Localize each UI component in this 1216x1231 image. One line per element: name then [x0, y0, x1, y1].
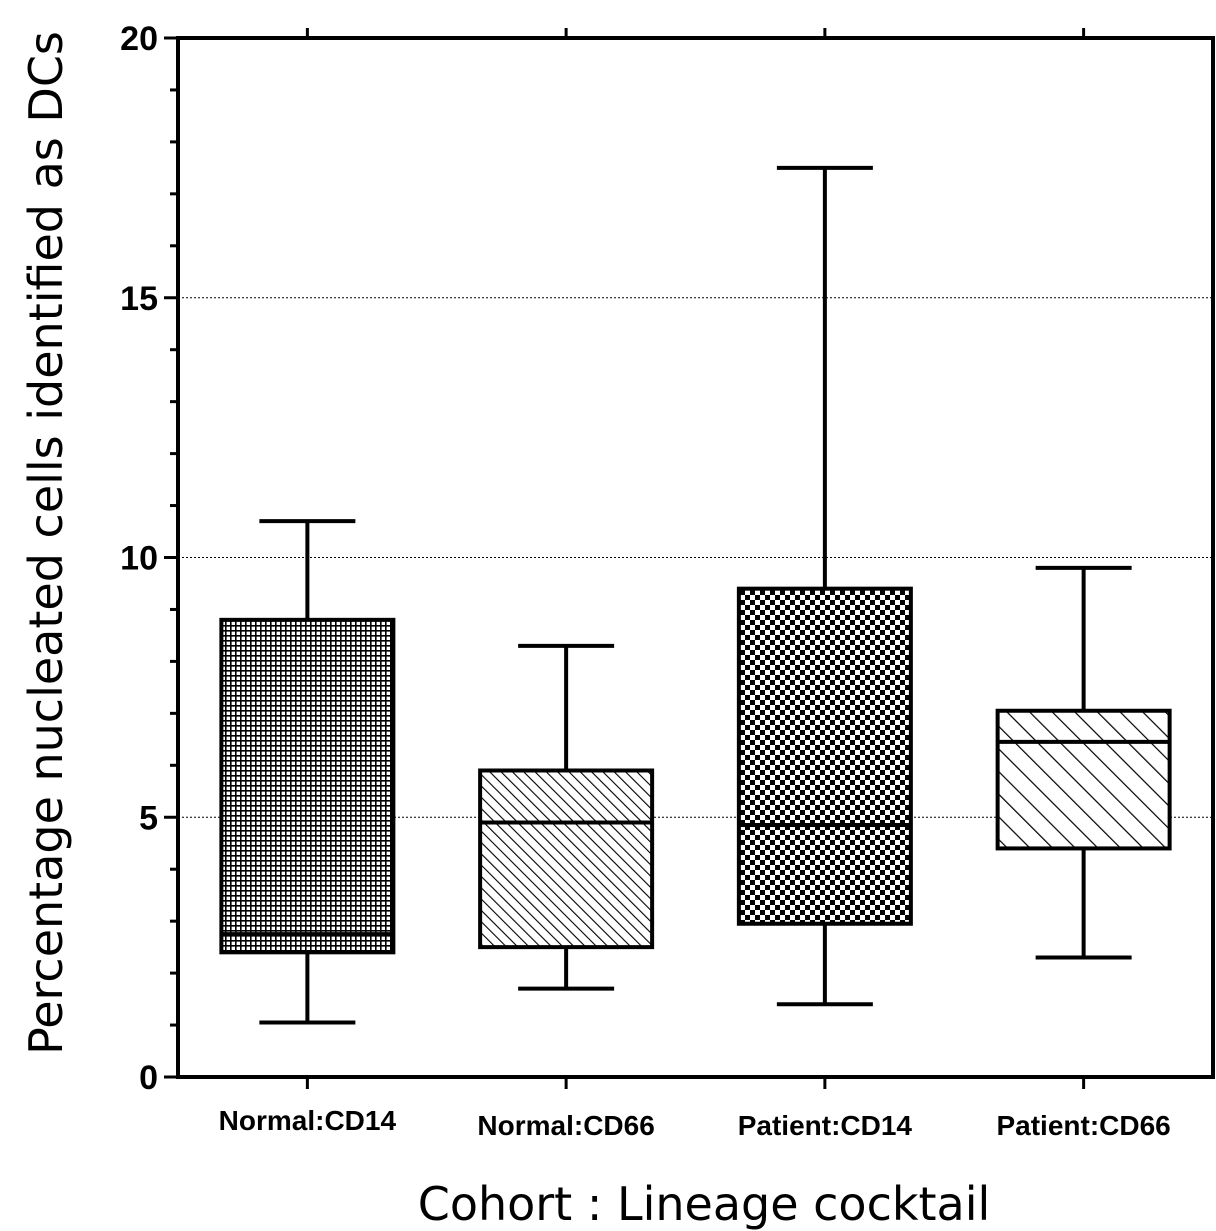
box-Normal:CD14	[219, 519, 396, 1025]
x-tick-label-0: Normal:CD14	[219, 1105, 397, 1136]
axis-labels: 0 5 10 15 20 Normal:CD14 Normal:CD66 Patient:CD…	[120, 20, 1171, 1141]
plot-border	[176, 36, 1215, 1079]
x-tick-label-2: Patient:CD14	[738, 1110, 913, 1141]
x-tick-label-3: Patient:CD66	[996, 1110, 1170, 1141]
box-iqr	[995, 708, 1172, 851]
box-iqr	[219, 617, 396, 955]
plot-frame	[176, 36, 1215, 1079]
y-tick-label-15: 15	[120, 280, 158, 318]
box-iqr	[736, 586, 913, 926]
box-Patient:CD66	[995, 565, 1172, 960]
y-tick-label-10: 10	[120, 540, 158, 578]
x-axis-title: Cohort : Lineage cocktail	[418, 1177, 991, 1231]
x-tick-label-1: Normal:CD66	[477, 1110, 654, 1141]
box-iqr	[478, 768, 655, 950]
y-tick-label-0: 0	[139, 1059, 158, 1097]
box-Patient:CD14	[736, 165, 913, 1007]
box-Normal:CD66	[478, 643, 655, 991]
y-tick-label-5: 5	[139, 799, 158, 837]
boxes	[219, 165, 1172, 1025]
y-axis-title: Percentage nucleated cells identified as…	[19, 31, 73, 1055]
y-tick-label-20: 20	[120, 20, 158, 58]
